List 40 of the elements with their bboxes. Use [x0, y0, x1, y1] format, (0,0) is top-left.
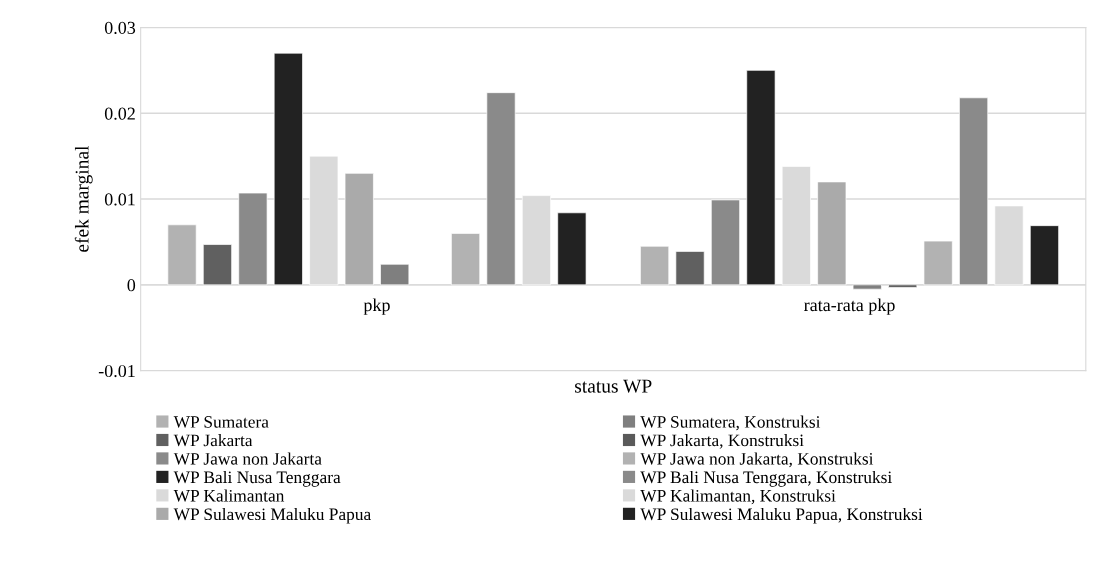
bar: [852, 284, 882, 290]
bar: [746, 70, 776, 286]
bar: [344, 172, 374, 286]
bar: [238, 192, 268, 286]
legend-label: WP Jakarta, Konstruksi: [640, 434, 804, 449]
y-tick-label: 0.02: [104, 107, 135, 120]
legend-label: WP Jawa non Jakarta: [173, 452, 322, 465]
bar: [959, 97, 989, 286]
legend-label: WP Jawa non Jakarta, Konstruksi: [640, 452, 874, 468]
bar: [888, 284, 918, 288]
bar: [817, 181, 847, 286]
legend-label: WP Kalimantan, Konstruksi: [640, 489, 836, 505]
legend-label: WP Sumatera, Konstruksi: [640, 415, 821, 431]
y-tick-label: 0.01: [104, 193, 135, 206]
y-tick-label: 0: [127, 279, 136, 292]
bar: [710, 199, 740, 286]
bar: [451, 233, 481, 286]
legend-label: WP Bali Nusa Tenggara: [173, 470, 341, 487]
x-tick-label: pkp: [363, 298, 390, 315]
bar: [273, 52, 303, 286]
bar: [675, 251, 705, 286]
legend-label: WP Sulawesi Maluku Papua, Konstruksi: [640, 507, 923, 524]
x-axis-title: status WP: [575, 379, 652, 393]
legend-label: WP Sulawesi Maluku Papua: [173, 507, 371, 524]
bar: [1029, 225, 1059, 286]
legend-label: WP Bali Nusa Tenggara, Konstruksi: [640, 470, 892, 487]
legend-label: WP Kalimantan: [173, 489, 285, 502]
bar: [486, 92, 516, 286]
bar: [557, 212, 587, 286]
bar: [640, 245, 670, 286]
legend-label: WP Jakarta: [173, 434, 253, 447]
bar: [923, 240, 953, 286]
x-tick-label: rata-rata pkp: [804, 298, 895, 315]
bar: [202, 244, 232, 286]
y-tick-label: -0.01: [98, 364, 135, 378]
y-axis-title: efek marginal: [74, 145, 93, 252]
bar: [167, 224, 197, 286]
y-tick-label: 0.03: [104, 21, 136, 34]
bar: [380, 263, 410, 286]
legend-label: WP Sumatera: [173, 416, 269, 428]
